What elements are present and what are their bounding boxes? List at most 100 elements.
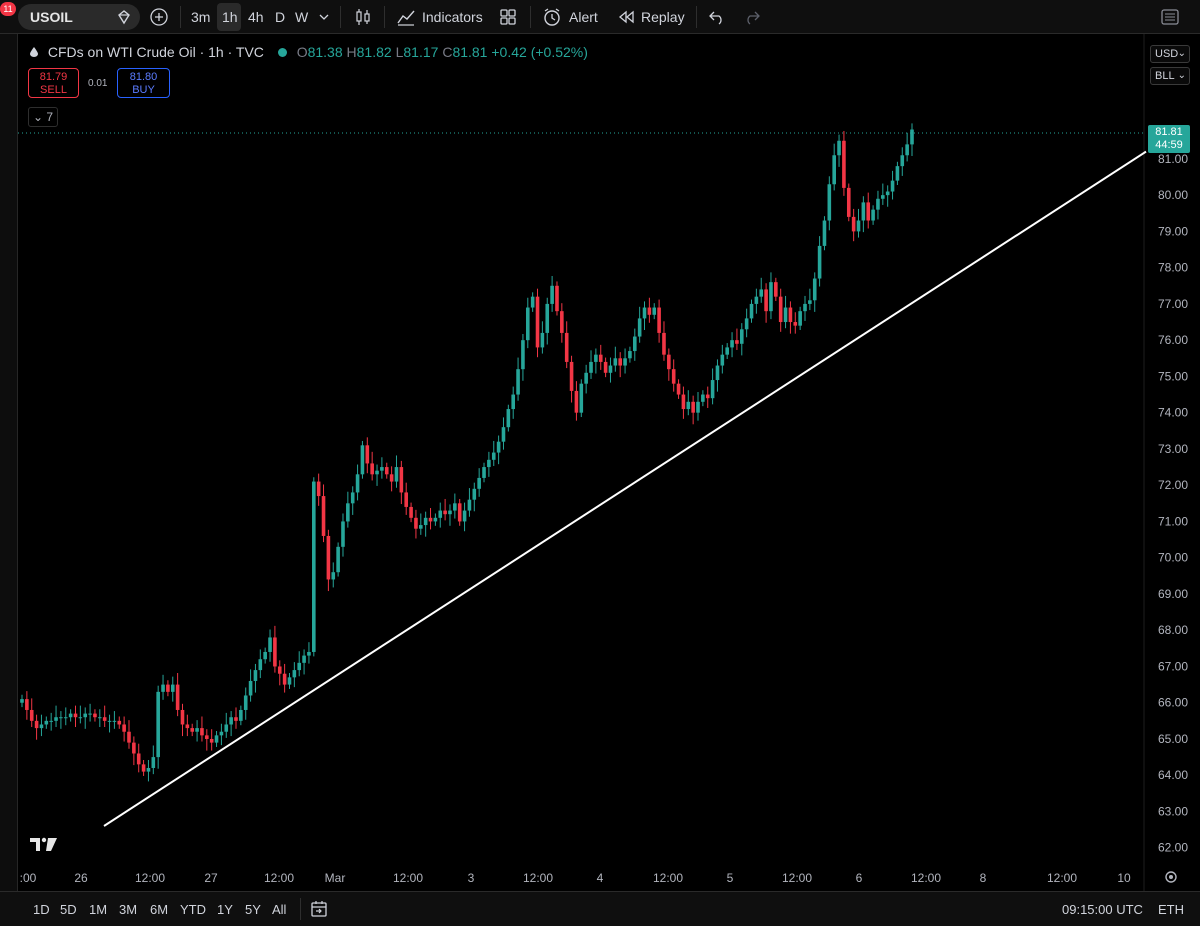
session-type[interactable]: ETH — [1158, 902, 1184, 917]
price-axis[interactable]: 62.00 63.00 64.00 65.00 66.00 67.00 68.00 69.00… — [1158, 152, 1188, 855]
toolbar-separator — [696, 6, 697, 28]
candle-body — [564, 332, 569, 362]
candle-body — [88, 713, 92, 715]
range-1m[interactable]: 1M — [89, 902, 108, 917]
candle-body — [409, 506, 413, 518]
candle-body — [399, 467, 404, 493]
candle-body — [68, 713, 73, 718]
candle-body — [316, 481, 321, 497]
candle-body — [856, 220, 861, 232]
symbol-search[interactable]: USOIL — [18, 4, 140, 30]
range-5d[interactable]: 5D — [60, 902, 77, 917]
range-6m[interactable]: 6M — [150, 902, 169, 917]
last-price-value: 81.81 — [1155, 126, 1183, 138]
candle-body — [20, 699, 24, 703]
time-tick-label: 12:00 — [264, 871, 294, 885]
bar-countdown: 44:59 — [1155, 139, 1183, 151]
candle-body — [277, 666, 282, 674]
candle-body — [715, 365, 720, 381]
notification-badge[interactable]: 11 — [0, 2, 16, 16]
currency-select[interactable]: USD ⌄ — [1150, 45, 1190, 63]
price-chart[interactable]: 62.00 63.00 64.00 65.00 66.00 67.00 68.00 69.00… — [0, 34, 1200, 891]
alert-button[interactable]: Alert — [569, 9, 598, 25]
indicators-icon[interactable] — [396, 7, 416, 27]
timeframe-1h[interactable]: 1h — [222, 9, 238, 25]
candle-body — [890, 180, 895, 192]
redo-icon[interactable] — [743, 9, 761, 25]
replay-rewind-icon[interactable] — [617, 9, 635, 25]
clock-timezone[interactable]: 09:15:00 UTC — [1062, 902, 1143, 917]
symbol-details-icon[interactable] — [116, 9, 132, 25]
time-axis[interactable]: :00 26 12:00 27 12:00 Mar 12:00 3 12:00 4 12:00 5 12… — [20, 871, 1131, 885]
range-all[interactable]: All — [272, 902, 287, 917]
timeframe-3m[interactable]: 3m — [191, 9, 211, 25]
candle-body — [676, 383, 681, 395]
unit-select[interactable]: BLL ⌄ — [1150, 67, 1190, 85]
compare-add-icon[interactable] — [150, 8, 168, 26]
candle-body — [307, 651, 311, 656]
candle-body — [778, 296, 783, 323]
candle-body — [696, 401, 700, 413]
candle-body — [647, 307, 652, 315]
candle-body — [253, 670, 258, 681]
timeframe-4h[interactable]: 4h — [248, 9, 264, 25]
chart-legend[interactable]: CFDs on WTI Crude Oil · 1h · TVC O81.38 … — [30, 44, 588, 60]
candle-body — [594, 354, 598, 362]
indicators-collapse-toggle[interactable]: ⌄ 7 — [28, 107, 58, 127]
time-tick-label: 8 — [980, 871, 987, 885]
buy-button[interactable]: 81.80 BUY — [117, 68, 170, 98]
candle-body — [511, 394, 516, 410]
candle-body — [63, 717, 68, 719]
high-value: 81.82 — [356, 44, 392, 60]
goto-date-icon[interactable] — [310, 900, 328, 918]
candle-body — [25, 699, 29, 710]
undo-icon[interactable] — [708, 9, 726, 25]
range-1y[interactable]: 1Y — [217, 902, 233, 917]
timeframe-d[interactable]: D — [275, 9, 286, 25]
time-tick-label: 12:00 — [911, 871, 941, 885]
time-tick-label: 12:00 — [653, 871, 683, 885]
candle-body — [107, 720, 112, 722]
candle-body — [117, 720, 122, 725]
candle-body — [394, 467, 399, 482]
candle-body — [161, 684, 165, 692]
candle-body — [151, 757, 156, 768]
candle-body — [501, 427, 506, 442]
candles-chart-type-icon[interactable] — [353, 7, 373, 27]
candle-body — [423, 517, 428, 526]
price-tick-label: 64.00 — [1158, 768, 1188, 782]
alert-clock-icon[interactable] — [542, 7, 562, 27]
candle-body — [774, 282, 778, 297]
candle-body — [642, 307, 647, 319]
range-5y[interactable]: 5Y — [245, 902, 261, 917]
timeframe-chevron-down-icon[interactable] — [319, 12, 329, 22]
replay-button[interactable]: Replay — [641, 9, 685, 25]
time-tick-label: 27 — [204, 871, 218, 885]
candle-body — [735, 340, 739, 344]
range-ytd[interactable]: YTD — [180, 902, 206, 917]
layouts-grid-icon[interactable] — [499, 8, 517, 26]
settings-gear-icon[interactable] — [1165, 871, 1177, 883]
fullscreen-icon[interactable] — [1160, 8, 1180, 26]
range-1d[interactable]: 1D — [33, 902, 50, 917]
candle-body — [812, 278, 817, 301]
candle-body — [380, 467, 384, 471]
candle-body — [477, 477, 481, 489]
candle-body — [472, 488, 477, 500]
candle-body — [569, 361, 574, 391]
price-tick-label: 74.00 — [1158, 406, 1188, 420]
candle-body — [881, 195, 885, 199]
candle-body — [112, 720, 117, 722]
indicators-button[interactable]: Indicators — [422, 9, 483, 25]
candle-body — [346, 503, 350, 522]
candle-body — [404, 492, 409, 507]
candle-body — [851, 216, 856, 232]
range-3m[interactable]: 3M — [119, 902, 138, 917]
tradingview-logo-icon[interactable] — [30, 837, 57, 851]
sell-button[interactable]: 81.79 SELL — [28, 68, 79, 98]
timeframe-w[interactable]: W — [295, 9, 309, 25]
candle-body — [491, 452, 496, 460]
candle-body — [258, 659, 263, 671]
trendline[interactable] — [103, 150, 1147, 827]
drawing-tools-rail[interactable]: 11 — [0, 2, 18, 926]
